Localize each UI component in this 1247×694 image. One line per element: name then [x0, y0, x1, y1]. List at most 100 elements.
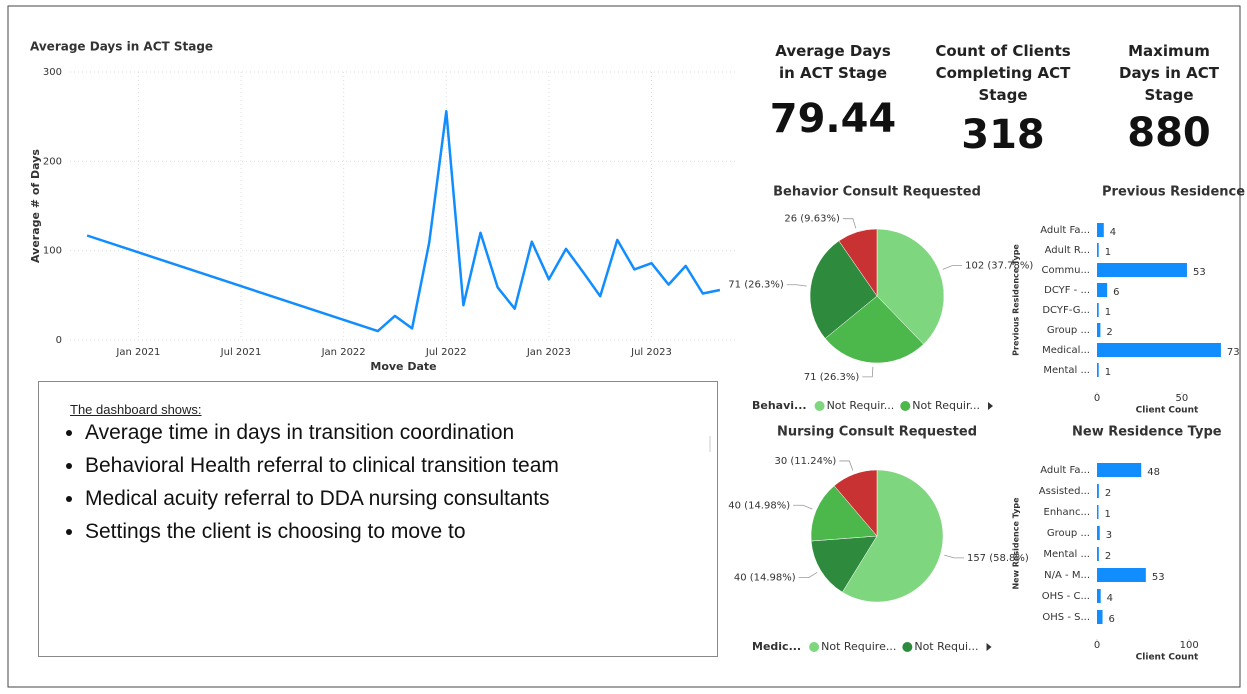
data-label: 53	[1152, 572, 1165, 583]
bar	[1097, 323, 1101, 337]
legend-label: Not Requi...	[914, 640, 978, 653]
data-label: 2	[1105, 488, 1111, 499]
kpi-value: 79.44	[769, 96, 897, 142]
kpi-value: 318	[961, 112, 1045, 158]
y-tick-label: Group ...	[1047, 528, 1090, 539]
legend-swatch	[902, 642, 913, 652]
data-label: 6	[1113, 287, 1119, 298]
x-tick-label: 100	[1180, 640, 1199, 651]
leader-line	[862, 366, 874, 378]
chart-title: Behavior Consult Requested	[773, 185, 981, 200]
data-label: 26 (9.63%)	[784, 214, 840, 225]
bar	[1097, 463, 1142, 477]
x-tick-label: Jan 2021	[115, 347, 160, 358]
bar	[1097, 303, 1099, 317]
data-label: 40 (14.98%)	[734, 573, 796, 584]
legend-title: Behavi...	[752, 399, 807, 412]
notes-box: The dashboard shows: Average time in day…	[38, 381, 718, 657]
kpi-card: Maximum Days in ACT Stage 880	[1110, 40, 1228, 156]
note-item: Behavioral Health referral to clinical t…	[85, 453, 705, 479]
x-tick-label: Jul 2022	[425, 347, 467, 358]
legend-swatch	[814, 401, 825, 411]
data-label: 2	[1106, 327, 1112, 338]
pie-slice	[876, 228, 945, 345]
notes-list: Average time in days in transition coord…	[65, 420, 705, 552]
bar	[1097, 223, 1104, 237]
leader-line	[786, 284, 807, 287]
data-label: 1	[1105, 247, 1111, 258]
data-label: 157 (58.8%)	[967, 553, 1029, 564]
x-tick-label: Jan 2023	[526, 347, 571, 358]
bar	[1097, 484, 1099, 498]
chart-title: Average Days in ACT Stage	[30, 40, 213, 54]
pie-slice	[810, 535, 878, 593]
kpi-title: Average Days in ACT Stage	[775, 42, 891, 82]
y-tick-label: DCYF - ...	[1044, 285, 1090, 296]
bar	[1097, 505, 1099, 519]
data-label: 73	[1227, 347, 1240, 358]
y-tick-label: N/A - M...	[1044, 570, 1090, 581]
note-item: Medical acuity referral to DDA nursing c…	[85, 486, 705, 512]
bar	[1097, 243, 1099, 257]
y-tick-label: Mental ...	[1043, 365, 1090, 376]
kpi-title: Count of Clients Completing ACT Stage	[935, 42, 1071, 104]
legend-swatch	[900, 401, 911, 411]
legend-next[interactable]	[986, 643, 992, 651]
x-tick-label: 50	[1176, 393, 1189, 404]
chart-title: New Residence Type	[1072, 425, 1222, 440]
y-axis-label: Previous Residence Type	[1012, 244, 1021, 356]
data-label: 1	[1105, 509, 1111, 520]
bar	[1097, 363, 1099, 377]
x-axis-label: Move Date	[370, 360, 436, 373]
bar	[1097, 589, 1101, 603]
data-label: 3	[1106, 530, 1112, 541]
bar	[1097, 263, 1187, 277]
pie-slice	[810, 485, 878, 542]
x-axis-label: Client Count	[1136, 653, 1199, 663]
data-label: 2	[1105, 551, 1111, 562]
bar	[1097, 343, 1221, 357]
data-label: 4	[1110, 227, 1116, 238]
data-label: 30 (11.24%)	[775, 456, 837, 467]
y-tick-label: OHS - S...	[1042, 612, 1090, 623]
data-label: 6	[1109, 614, 1115, 625]
chart-title: Nursing Consult Requested	[777, 425, 977, 440]
y-tick-label: Adult Fa...	[1040, 465, 1090, 476]
legend-label: Not Requir...	[827, 399, 895, 412]
leader-line	[839, 460, 854, 471]
y-tick-label: Group ...	[1047, 325, 1090, 336]
note-item: Settings the client is choosing to move …	[85, 519, 705, 545]
data-label: 1	[1105, 367, 1111, 378]
chart-title: Previous Residence Type	[1102, 185, 1247, 200]
y-axis-label: Average # of Days	[29, 149, 42, 263]
data-label: 40 (14.98%)	[728, 500, 790, 511]
y-tick-label: DCYF-G...	[1042, 305, 1090, 316]
data-label: 71 (26.3%)	[804, 372, 860, 383]
legend-swatch	[809, 642, 820, 652]
kpi-card: Average Days in ACT Stage 79.44	[768, 40, 898, 142]
data-label: 71 (26.3%)	[728, 280, 784, 291]
leader-line	[798, 572, 818, 579]
notes-heading: The dashboard shows:	[70, 402, 202, 417]
y-tick-label: 300	[43, 67, 62, 78]
x-tick-label: 0	[1094, 393, 1100, 404]
data-label: 1	[1105, 307, 1111, 318]
bar	[1097, 610, 1103, 624]
pie-slice	[824, 295, 924, 364]
y-tick-label: OHS - C...	[1042, 591, 1090, 602]
x-tick-label: 0	[1094, 640, 1100, 651]
bar	[1097, 568, 1146, 582]
y-tick-label: Assisted...	[1039, 486, 1090, 497]
y-tick-label: 100	[43, 246, 62, 257]
data-label: 4	[1107, 593, 1113, 604]
legend-next[interactable]	[987, 402, 993, 410]
y-tick-label: Commu...	[1042, 265, 1090, 276]
line-series	[86, 110, 721, 333]
data-label: 53	[1193, 267, 1206, 278]
kpi-card: Count of Clients Completing ACT Stage 31…	[928, 40, 1078, 158]
y-tick-label: Enhanc...	[1044, 507, 1091, 518]
leader-line	[942, 265, 963, 270]
pie-slice	[833, 469, 878, 537]
